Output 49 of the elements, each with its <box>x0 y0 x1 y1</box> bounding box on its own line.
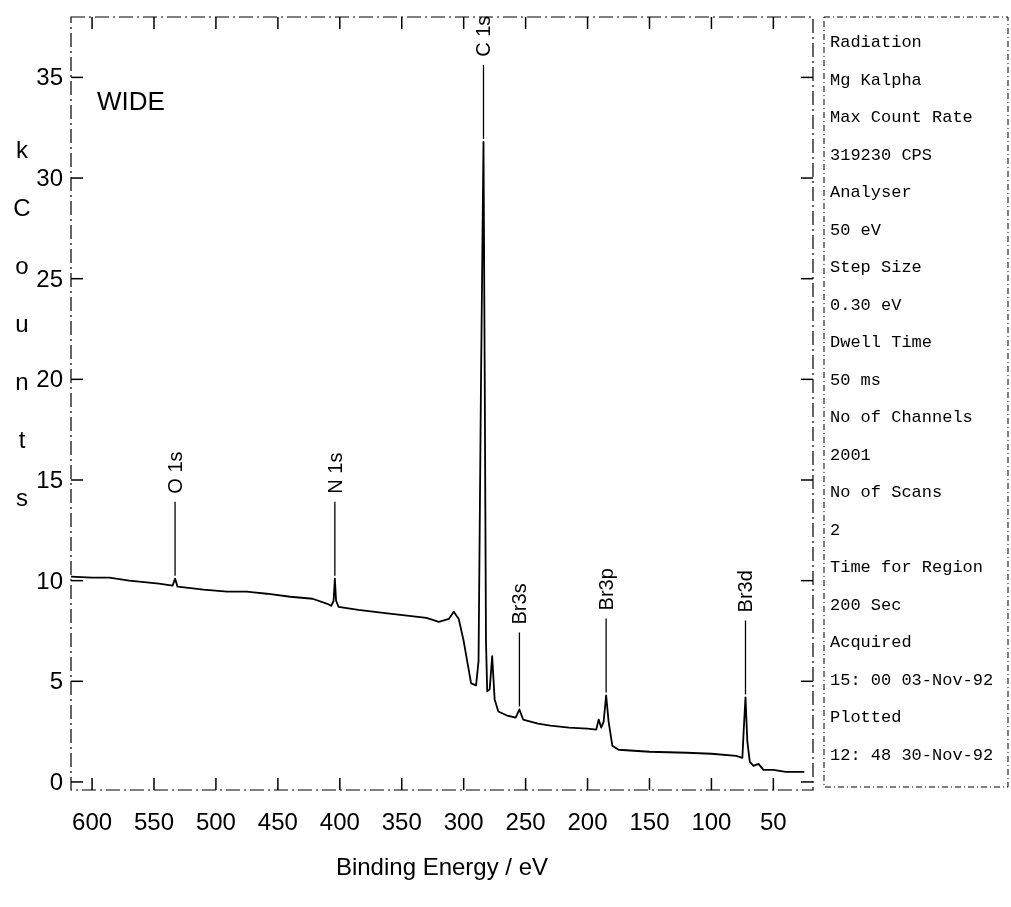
text: Analyser <box>830 183 912 202</box>
text: 0.30 eV <box>830 295 903 315</box>
text: 12: 48 30-Nov-92 <box>830 745 994 765</box>
x-tick-label: 300 <box>443 808 484 835</box>
text: Radiation <box>830 33 922 52</box>
x-tick-label: 350 <box>381 808 422 835</box>
text: Max Count Rate <box>830 108 973 127</box>
y-tick-label: 20 <box>36 365 63 393</box>
y-tick-label: 30 <box>36 164 63 192</box>
text: 2 <box>830 520 841 540</box>
text: 2001 <box>830 445 871 465</box>
text: Step Size <box>830 258 922 277</box>
y-tick-label: 0 <box>49 767 63 795</box>
y-tick-label: 25 <box>36 264 63 292</box>
x-axis-title: Binding Energy / eV <box>335 853 549 880</box>
x-tick-label: 550 <box>133 808 175 835</box>
annotation: Br3p <box>595 568 618 611</box>
x-tick-label: 250 <box>505 808 546 835</box>
y-tick-label: 5 <box>49 667 63 695</box>
annotation: C 1s <box>472 15 495 57</box>
text: WIDE <box>97 86 165 116</box>
text: Acquired <box>830 633 912 652</box>
text: 200 Sec <box>830 595 902 615</box>
text: No of Scans <box>830 483 943 502</box>
annotation: N 1s <box>323 452 346 494</box>
annotation: Br3d <box>734 570 757 613</box>
text: Plotted <box>830 708 902 727</box>
text: No of Channels <box>830 408 973 427</box>
text: 50 ms <box>830 370 882 390</box>
x-tick-label: 50 <box>760 808 787 835</box>
x-tick-label: 100 <box>691 808 732 835</box>
text: Time for Region <box>830 558 984 577</box>
x-tick-label: 450 <box>257 808 298 835</box>
y-tick-label: 15 <box>36 465 63 493</box>
x-tick-label: 400 <box>319 808 360 835</box>
x-tick-label: 600 <box>72 808 113 835</box>
text: Dwell Time <box>830 333 933 352</box>
x-tick-label: 500 <box>195 808 236 835</box>
x-tick-label: 150 <box>629 808 670 835</box>
text: 15: 00 03-Nov-92 <box>830 670 994 690</box>
text: 319230 CPS <box>830 145 933 165</box>
text: k Counts <box>13 135 31 511</box>
annotation: O 1s <box>164 451 187 494</box>
annotation: Br3s <box>508 583 531 625</box>
y-tick-label: 10 <box>36 566 63 594</box>
x-tick-label: 200 <box>567 808 608 835</box>
text: Mg Kalpha <box>830 70 922 90</box>
text: 50 eV <box>830 220 882 240</box>
y-tick-label: 35 <box>36 63 63 91</box>
